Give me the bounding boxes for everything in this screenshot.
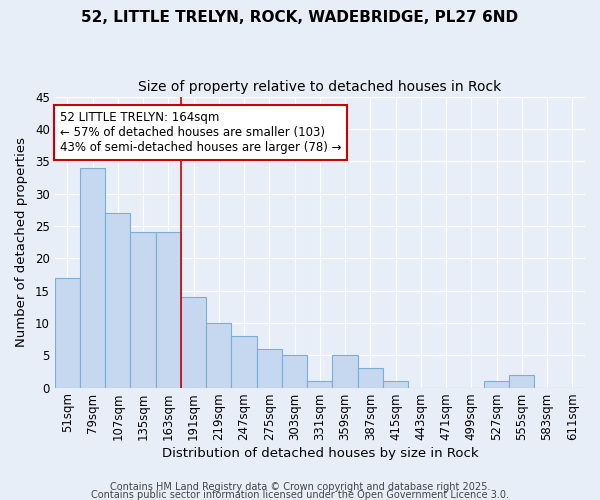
Text: 52, LITTLE TRELYN, ROCK, WADEBRIDGE, PL27 6ND: 52, LITTLE TRELYN, ROCK, WADEBRIDGE, PL2… <box>82 10 518 25</box>
Bar <box>55 278 80 388</box>
Bar <box>130 232 155 388</box>
Bar <box>232 336 257 388</box>
Bar <box>105 213 130 388</box>
Bar <box>383 381 408 388</box>
Bar <box>282 355 307 388</box>
Bar <box>206 323 232 388</box>
Bar <box>332 355 358 388</box>
Text: 52 LITTLE TRELYN: 164sqm
← 57% of detached houses are smaller (103)
43% of semi-: 52 LITTLE TRELYN: 164sqm ← 57% of detach… <box>60 111 341 154</box>
Bar <box>80 168 105 388</box>
Bar <box>484 381 509 388</box>
Bar <box>181 297 206 388</box>
Bar <box>307 381 332 388</box>
Title: Size of property relative to detached houses in Rock: Size of property relative to detached ho… <box>138 80 502 94</box>
X-axis label: Distribution of detached houses by size in Rock: Distribution of detached houses by size … <box>161 447 478 460</box>
Text: Contains HM Land Registry data © Crown copyright and database right 2025.: Contains HM Land Registry data © Crown c… <box>110 482 490 492</box>
Text: Contains public sector information licensed under the Open Government Licence 3.: Contains public sector information licen… <box>91 490 509 500</box>
Bar <box>155 232 181 388</box>
Bar <box>358 368 383 388</box>
Bar <box>257 349 282 388</box>
Bar <box>509 374 535 388</box>
Y-axis label: Number of detached properties: Number of detached properties <box>15 137 28 347</box>
